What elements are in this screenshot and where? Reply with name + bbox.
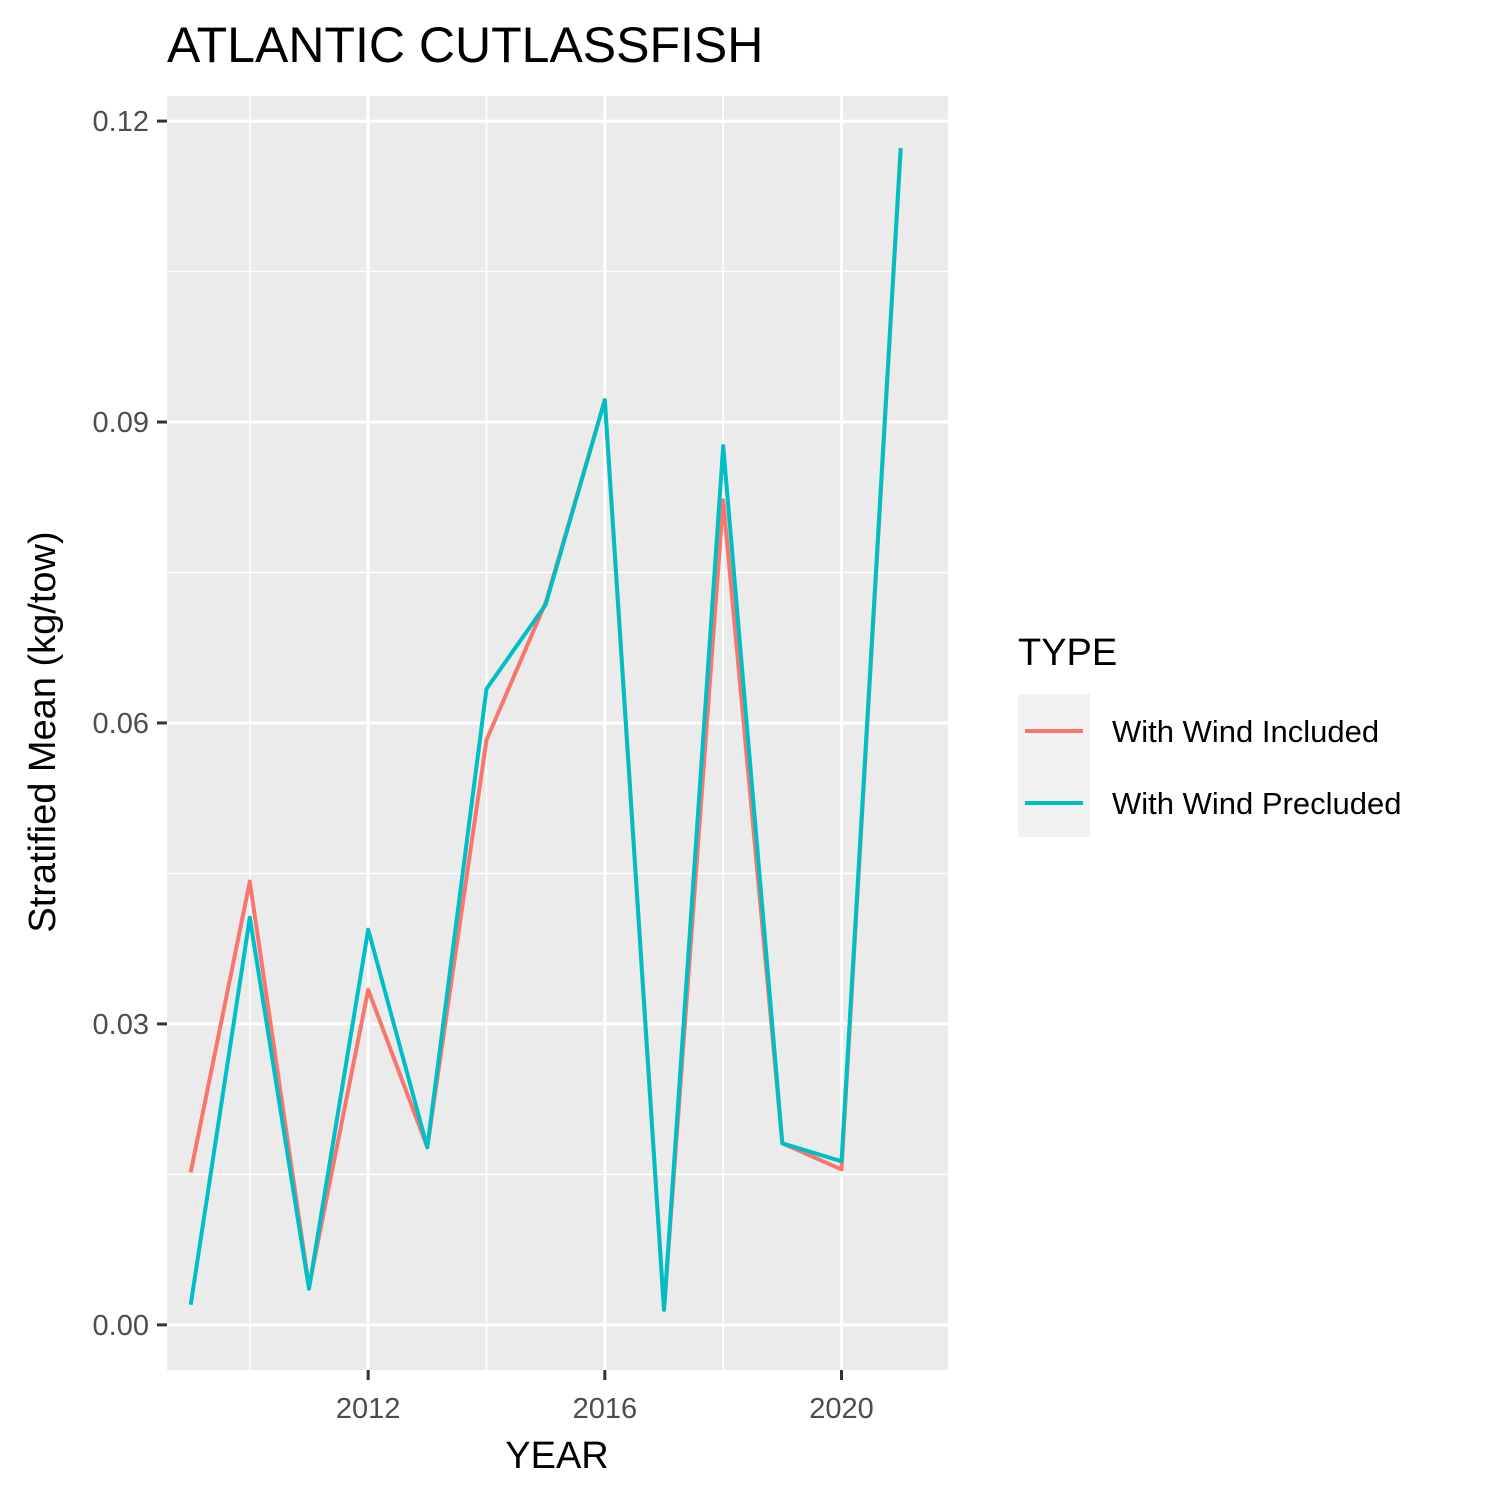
chart-title: ATLANTIC CUTLASSFISH — [167, 17, 763, 73]
y-axis: 0.00 0.03 0.06 0.09 0.12 — [93, 106, 167, 1342]
series-lines — [188, 148, 903, 1312]
x-tick-label: 2016 — [573, 1393, 638, 1425]
legend-label: With Wind Precluded — [1112, 786, 1401, 821]
series-line-with-wind-precluded — [188, 148, 903, 1312]
x-tick-label: 2020 — [809, 1393, 874, 1425]
y-tick-label: 0.03 — [93, 1009, 149, 1041]
y-tick-label: 0.09 — [93, 407, 149, 439]
y-axis-title: Stratified Mean (kg/tow) — [22, 531, 64, 932]
minor-gridlines — [167, 96, 948, 1370]
legend: TYPE With Wind Included With Wind Preclud… — [1018, 632, 1401, 837]
x-axis-title: YEAR — [505, 1435, 608, 1477]
legend-items: With Wind Included With Wind Precluded — [1025, 714, 1401, 821]
legend-title: TYPE — [1018, 632, 1117, 674]
plot-panel — [167, 96, 948, 1370]
legend-label: With Wind Included — [1112, 714, 1379, 749]
y-tick-label: 0.00 — [93, 1310, 149, 1342]
x-tick-label: 2012 — [336, 1393, 401, 1425]
x-axis: 2012 2016 2020 — [336, 1370, 874, 1425]
y-tick-label: 0.06 — [93, 708, 149, 740]
legend-key-background — [1018, 694, 1090, 837]
y-tick-label: 0.12 — [93, 106, 149, 138]
